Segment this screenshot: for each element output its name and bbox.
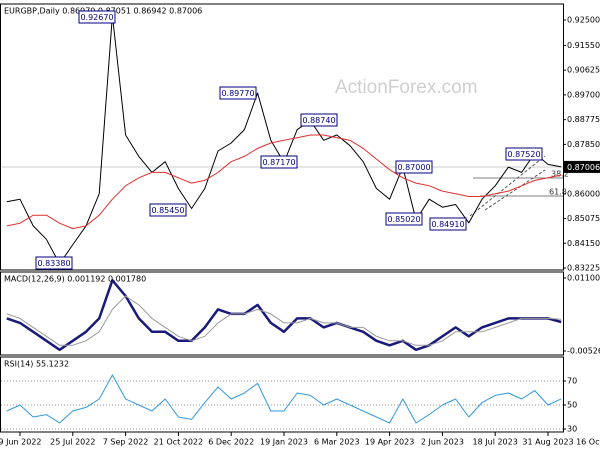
annotation: 0.83380 — [37, 259, 70, 268]
annotation: 0.87000 — [397, 163, 430, 172]
y-tick-label: 0.89700 — [567, 90, 600, 99]
last-price-box — [564, 160, 600, 173]
y-tick-label: 50 — [567, 401, 577, 410]
x-tick-label: 19 Jan 2023 — [260, 438, 308, 447]
annotation: 0.84910 — [431, 220, 464, 229]
x-tick-label: 16 Oct 2023 — [576, 438, 600, 447]
x-tick-label: 2 Jun 2023 — [421, 438, 464, 447]
annotation-box — [429, 217, 467, 231]
x-tick-label: 18 Jul 2023 — [473, 438, 518, 447]
annotation-box — [219, 86, 257, 100]
trend-line — [484, 169, 546, 211]
series-line — [6, 374, 562, 424]
y-tick-label: 0.011007 — [567, 273, 600, 282]
series-line — [6, 295, 562, 346]
annotation: 0.88740 — [302, 116, 335, 125]
y-tick-label: 0.84150 — [567, 239, 600, 248]
annotation-box — [260, 155, 298, 169]
fib-label: 61.8 — [549, 188, 567, 197]
annotation-box — [35, 256, 73, 270]
panel-title: MACD(12,26,9) 0.001192 0.001780 — [4, 275, 146, 284]
fib-label: 38.2 — [551, 170, 569, 179]
x-tick-label: 7 Sep 2022 — [103, 438, 149, 447]
x-tick-label: 19 Apr 2023 — [365, 438, 414, 447]
last-price-label: 0.87006 — [567, 163, 600, 172]
annotation: 0.85020 — [387, 215, 420, 224]
annotation: 0.85450 — [151, 206, 184, 215]
trend-line — [469, 155, 546, 217]
x-tick-label: 31 Aug 2023 — [522, 438, 573, 447]
annotation-box — [395, 160, 433, 174]
x-tick-label: 25 Jul 2022 — [50, 438, 95, 447]
y-tick-label: -0.005267 — [567, 346, 600, 355]
series-line — [6, 134, 562, 230]
annotation: 0.87520 — [507, 150, 540, 159]
annotation-box — [505, 147, 543, 161]
watermark: ActionForex.com — [335, 77, 478, 98]
y-tick-label: 30 — [567, 425, 577, 434]
annotation: 0.92670 — [80, 13, 113, 22]
series-line — [6, 279, 562, 352]
annotation: 0.87170 — [262, 158, 295, 167]
y-tick-label: 0.92500 — [567, 16, 600, 25]
y-tick-label: 70 — [567, 377, 577, 386]
x-tick-label: 21 Oct 2022 — [154, 438, 203, 447]
y-tick-label: 0.85075 — [567, 214, 600, 223]
macd-panel — [0, 271, 564, 356]
panel-title: RSI(14) 55.1232 — [4, 360, 69, 369]
y-tick-label: 0.83225 — [567, 263, 600, 272]
annotation-box — [300, 113, 338, 127]
price-panel — [0, 3, 564, 271]
y-tick-label: 0.86000 — [567, 189, 600, 198]
x-tick-label: 6 Dec 2022 — [208, 438, 254, 447]
y-tick-label: 0.91550 — [567, 41, 600, 50]
y-tick-label: 0.88775 — [567, 115, 600, 124]
x-tick-label: 6 Mar 2023 — [314, 438, 360, 447]
x-tick-label: 9 Jun 2022 — [0, 438, 42, 447]
annotation-box — [78, 10, 116, 24]
y-tick-label: 0.87850 — [567, 140, 600, 149]
annotation-box — [385, 212, 423, 226]
rsi-panel — [0, 356, 564, 433]
y-tick-label: 0.90625 — [567, 66, 600, 75]
annotation-box — [149, 203, 187, 217]
annotation: 0.89770 — [221, 89, 254, 98]
